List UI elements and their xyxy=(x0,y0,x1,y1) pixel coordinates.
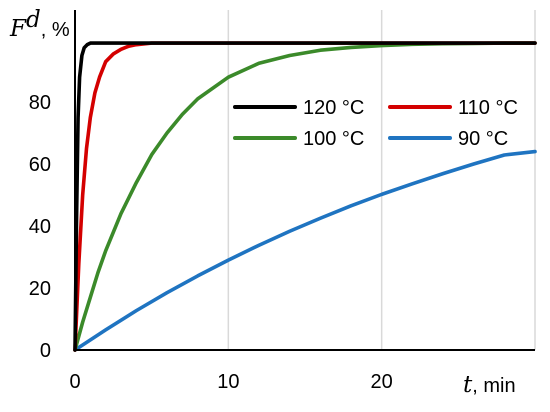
y-tick-label-0: 0 xyxy=(40,340,51,362)
x-axis-symbol: t xyxy=(463,372,473,398)
legend: 120 °C 110 °C 100 °C 90 °C xyxy=(233,97,518,150)
series-line-100-C xyxy=(73,41,537,352)
y-axis-unit: , % xyxy=(41,19,70,41)
y-tick-label-60: 60 xyxy=(29,154,51,176)
x-tick-label-0: 0 xyxy=(69,371,80,393)
y-axis-label: Fd, % xyxy=(9,7,70,42)
legend-label-110-C: 110 °C xyxy=(458,97,518,119)
series-line-110-C xyxy=(73,41,537,352)
axes xyxy=(74,10,535,351)
x-axis-unit: , min xyxy=(472,375,515,397)
x-tick-label-10: 10 xyxy=(217,371,239,393)
y-tick-label-80: 80 xyxy=(29,92,51,114)
series-lines xyxy=(73,41,537,352)
series-line-120-C xyxy=(73,41,537,352)
legend-label-100-C: 100 °C xyxy=(303,128,364,150)
tick-labels: 0 20 40 60 80 0 10 20 xyxy=(29,92,393,393)
y-tick-label-20: 20 xyxy=(29,278,51,300)
legend-label-120-C: 120 °C xyxy=(303,97,364,119)
grid xyxy=(227,10,536,350)
y-axis-superscript: d xyxy=(26,7,41,33)
x-tick-label-20: 20 xyxy=(371,371,393,393)
x-axis-label: t, min xyxy=(463,372,516,398)
legend-label-90-C: 90 °C xyxy=(458,128,508,150)
y-tick-label-40: 40 xyxy=(29,216,51,238)
y-axis-symbol: F xyxy=(9,16,27,42)
series-line-90-C xyxy=(73,149,537,352)
